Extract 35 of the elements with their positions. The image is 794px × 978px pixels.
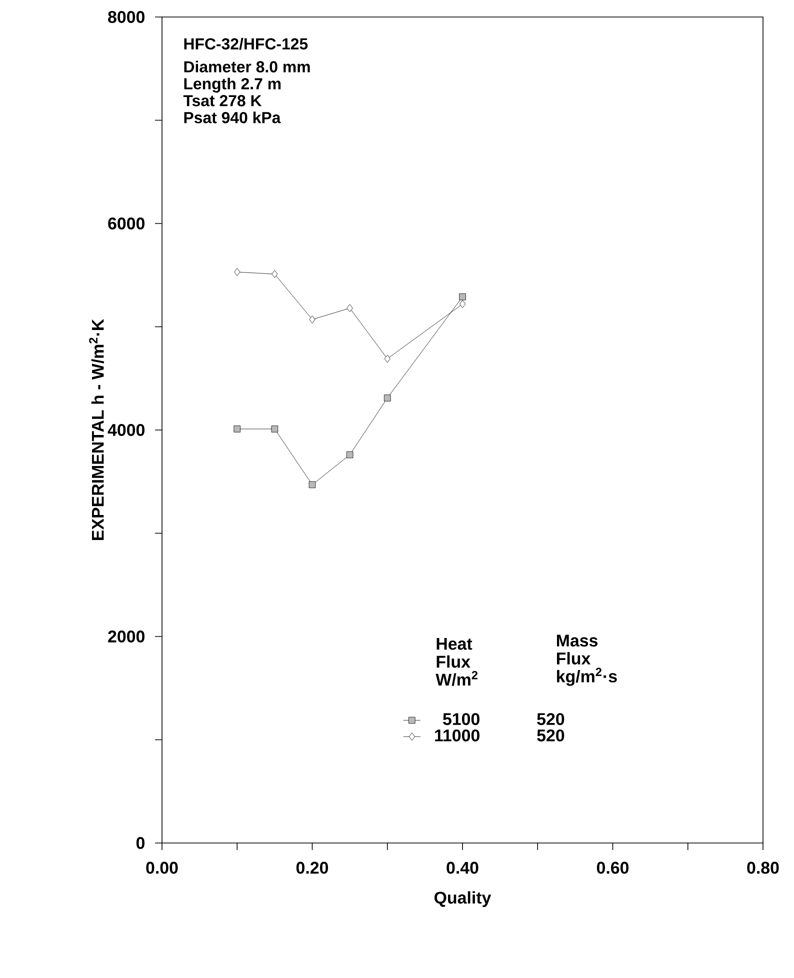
point (384, 354, 390, 363)
y-tick-label: 0 (136, 836, 144, 849)
y-axis-title: EXPERIMENTAL h - W/m$^{2}$·K (89, 319, 104, 540)
annotation: HFC-32/HFC-125 (184, 38, 308, 50)
point (459, 293, 466, 300)
point (234, 268, 240, 276)
point (384, 394, 391, 402)
legend-label: 5100 (443, 713, 480, 726)
legend-title: Heat Flux W/m$^{2}$ (436, 638, 478, 686)
y-tick-label: 4000 (108, 424, 144, 436)
x-axis-title: Quality (434, 891, 492, 908)
annotation: Tsat 278 K (183, 95, 262, 106)
annotation: Psat 940 kPa (184, 112, 281, 124)
annotation: Mass Flux kg/m$^{2}$·s (556, 634, 617, 686)
annotation: 520 (537, 729, 564, 742)
point (271, 426, 278, 432)
x-tick-label: 0.60 (596, 862, 629, 874)
y-tick-label: 8000 (108, 10, 144, 23)
annotation: Length 2.7 m (184, 78, 281, 93)
x-tick-label: 0.20 (296, 862, 328, 874)
legend-label: 11000 (435, 729, 480, 742)
point (459, 300, 466, 308)
point (346, 451, 354, 458)
annotation: 520 (537, 713, 564, 726)
point (309, 316, 316, 324)
point (234, 426, 241, 432)
x-tick-label: 0.80 (747, 862, 779, 874)
point (308, 481, 316, 488)
y-tick-label: 2000 (108, 630, 144, 642)
annotation: Diameter 8.0 mm (184, 60, 310, 72)
x-tick-label: 0.40 (446, 862, 478, 874)
x-tick-label: 0.00 (146, 862, 178, 874)
point (346, 304, 353, 312)
y-tick-label: 6000 (108, 217, 144, 230)
point (272, 270, 278, 278)
